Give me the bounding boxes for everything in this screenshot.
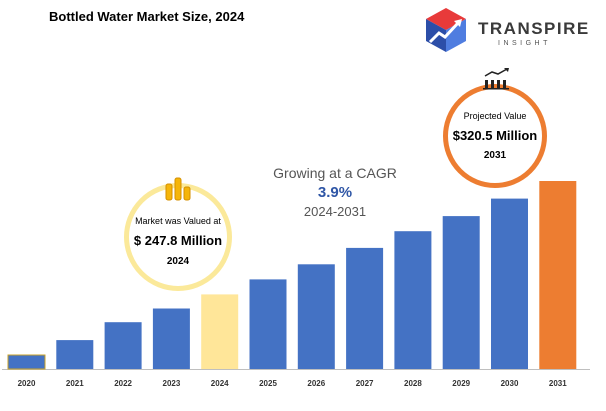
bar-2020 <box>7 354 46 370</box>
bar-2024 <box>201 294 239 369</box>
bar-2021 <box>56 340 94 369</box>
x-tick-label-2028: 2028 <box>404 379 422 388</box>
cagr-annotation: Growing at a CAGR 3.9% 2024-2031 <box>255 165 415 219</box>
x-tick-label-2030: 2030 <box>501 379 519 388</box>
coin-stack-icon <box>165 177 191 201</box>
cagr-label: Growing at a CAGR <box>273 165 397 181</box>
x-tick-label-2023: 2023 <box>163 379 181 388</box>
bar-2031 <box>539 181 577 369</box>
bar-2029 <box>442 216 480 369</box>
bar-2026 <box>297 264 335 369</box>
x-tick-label-2021: 2021 <box>66 379 84 388</box>
x-tick-label-2026: 2026 <box>307 379 325 388</box>
callout-2024-year: 2024 <box>166 256 190 267</box>
callout-2031: Projected Value $320.5 Million 2031 <box>443 84 547 188</box>
bar-2023 <box>152 308 190 369</box>
bar-2027 <box>346 247 384 369</box>
bar-2028 <box>394 231 432 369</box>
callout-2031-label: Projected Value <box>463 111 527 121</box>
x-tick-label-2027: 2027 <box>356 379 374 388</box>
chart-title: Bottled Water Market Size, 2024 <box>49 9 245 24</box>
x-tick-label-2022: 2022 <box>114 379 132 388</box>
bar-2025 <box>249 279 287 369</box>
callout-2024-value: $ 247.8 Million <box>133 233 223 248</box>
x-tick-label-2020: 2020 <box>18 379 36 388</box>
transpire-cube-logo-icon <box>426 8 466 52</box>
logo: TRANSPIRE INSIGHT <box>420 6 600 54</box>
x-tick-label-2025: 2025 <box>259 379 277 388</box>
callout-2024-label: Market was Valued at <box>135 216 221 226</box>
callout-2031-year: 2031 <box>483 150 507 161</box>
callout-2024: Market was Valued at $ 247.8 Million 202… <box>124 183 232 291</box>
x-tick-label-2031: 2031 <box>549 379 567 388</box>
cagr-period: 2024-2031 <box>303 204 367 219</box>
bar-2030 <box>491 198 528 369</box>
bar-2022 <box>104 322 142 369</box>
x-tick-label-2024: 2024 <box>211 379 229 388</box>
logo-name: TRANSPIRE <box>478 19 590 38</box>
x-tick-label-2029: 2029 <box>452 379 470 388</box>
cagr-value: 3.9% <box>317 184 353 201</box>
logo-sub: INSIGHT <box>498 40 551 47</box>
callout-2031-value: $320.5 Million <box>452 128 538 143</box>
growth-bars-icon <box>483 68 509 90</box>
